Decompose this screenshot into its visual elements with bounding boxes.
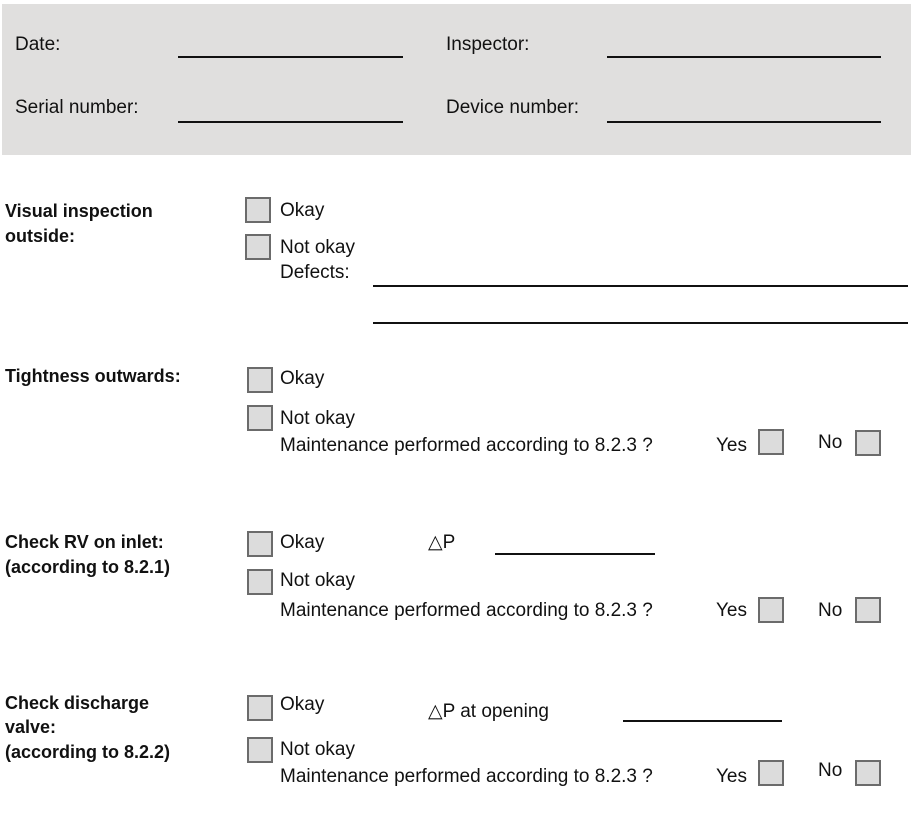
discharge-label: Check discharge: [5, 693, 150, 713]
date-label: Date:: [15, 34, 61, 55]
no-label: No: [818, 600, 843, 621]
okay-label: Okay: [280, 532, 325, 553]
maintenance-label: Maintenance performed according to 8.2.3…: [280, 766, 653, 787]
discharge-no-checkbox[interactable]: [855, 760, 881, 786]
tightness-not-okay-checkbox[interactable]: [247, 405, 273, 431]
tightness-okay-checkbox[interactable]: [247, 367, 273, 393]
no-label: No: [818, 760, 843, 781]
defects-field-2[interactable]: [373, 322, 908, 324]
discharge-label-2: valve:: [5, 717, 57, 737]
rv-no-checkbox[interactable]: [855, 597, 881, 623]
check-rv-label-2: (according to 8.2.1): [5, 557, 171, 577]
date-field[interactable]: [178, 56, 403, 58]
defects-label: Defects:: [280, 262, 350, 283]
yes-label: Yes: [716, 766, 747, 787]
delta-p-field[interactable]: [495, 553, 655, 555]
header-band: [2, 4, 911, 155]
delta-p-opening-field[interactable]: [623, 720, 782, 722]
inspector-field[interactable]: [607, 56, 881, 58]
delta-p-label: △P: [428, 532, 456, 553]
delta-p-opening-label: △P at opening: [428, 701, 549, 722]
okay-label: Okay: [280, 368, 325, 389]
discharge-not-okay-checkbox[interactable]: [247, 737, 273, 763]
device-field[interactable]: [607, 121, 881, 123]
rv-okay-checkbox[interactable]: [247, 531, 273, 557]
discharge-okay-checkbox[interactable]: [247, 695, 273, 721]
check-rv-label: Check RV on inlet:: [5, 532, 164, 552]
yes-label: Yes: [716, 600, 747, 621]
discharge-yes-checkbox[interactable]: [758, 760, 784, 786]
not-okay-label: Not okay: [280, 739, 355, 760]
not-okay-label: Not okay: [280, 237, 355, 258]
visual-okay-checkbox[interactable]: [245, 197, 271, 223]
serial-field[interactable]: [178, 121, 403, 123]
inspector-label: Inspector:: [446, 34, 530, 55]
yes-label: Yes: [716, 435, 747, 456]
no-label: No: [818, 432, 843, 453]
tightness-label: Tightness outwards:: [5, 366, 181, 386]
discharge-label-3: (according to 8.2.2): [5, 742, 171, 762]
visual-inspection-label: Visual inspection: [5, 201, 153, 221]
not-okay-label: Not okay: [280, 408, 355, 429]
visual-inspection-label-2: outside:: [5, 226, 75, 246]
tightness-yes-checkbox[interactable]: [758, 429, 784, 455]
okay-label: Okay: [280, 694, 325, 715]
rv-not-okay-checkbox[interactable]: [247, 569, 273, 595]
maintenance-label: Maintenance performed according to 8.2.3…: [280, 435, 653, 456]
rv-yes-checkbox[interactable]: [758, 597, 784, 623]
tightness-no-checkbox[interactable]: [855, 430, 881, 456]
defects-field-1[interactable]: [373, 285, 908, 287]
visual-not-okay-checkbox[interactable]: [245, 234, 271, 260]
not-okay-label: Not okay: [280, 570, 355, 591]
serial-label: Serial number:: [15, 97, 139, 118]
okay-label: Okay: [280, 200, 325, 221]
device-label: Device number:: [446, 97, 580, 118]
maintenance-label: Maintenance performed according to 8.2.3…: [280, 600, 653, 621]
